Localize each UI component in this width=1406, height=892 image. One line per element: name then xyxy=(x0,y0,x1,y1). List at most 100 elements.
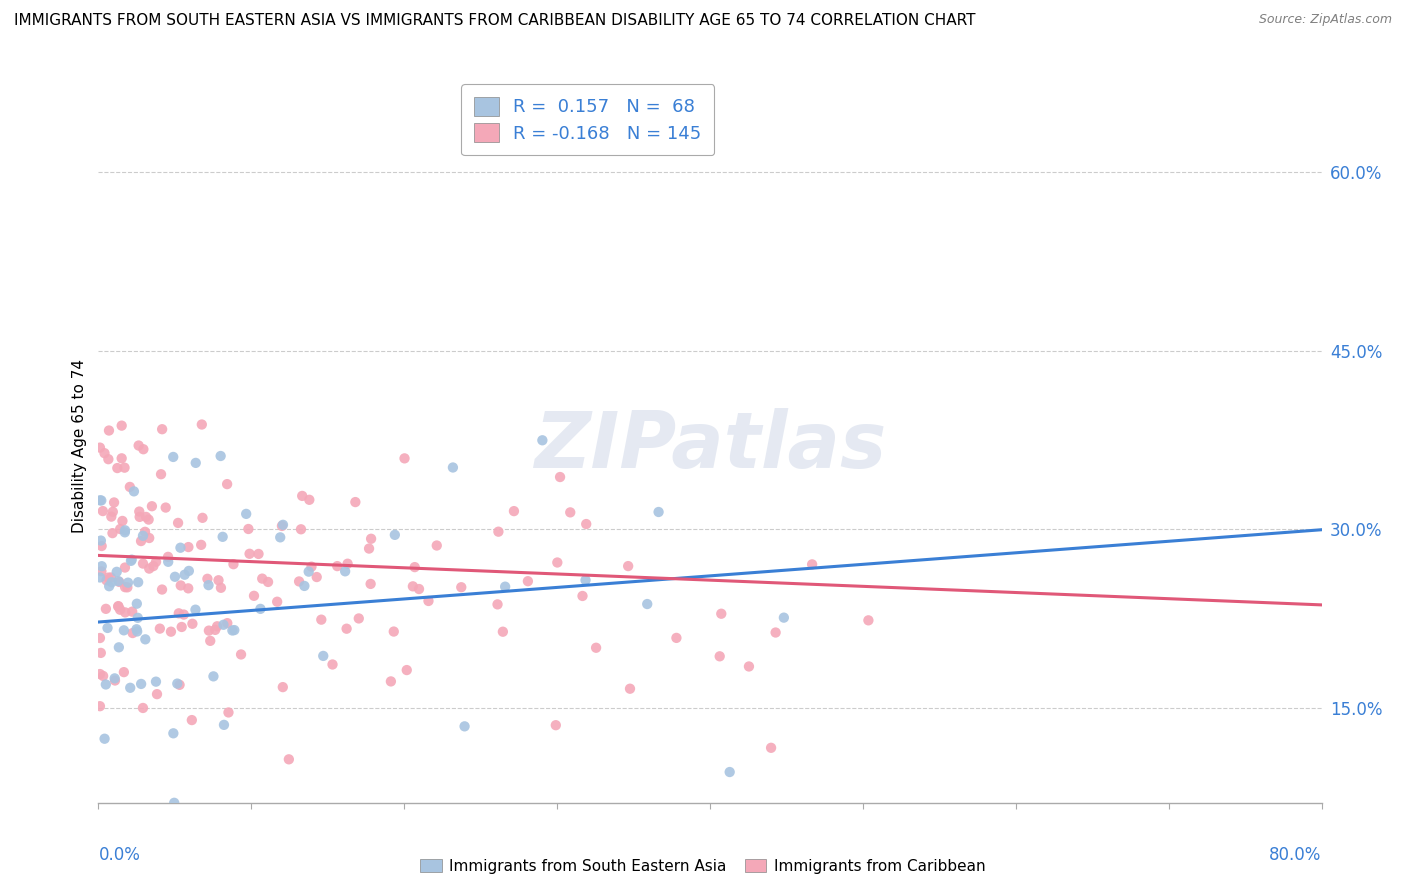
Legend: R =  0.157   N =  68, R = -0.168   N = 145: R = 0.157 N = 68, R = -0.168 N = 145 xyxy=(461,84,714,155)
Text: IMMIGRANTS FROM SOUTH EASTERN ASIA VS IMMIGRANTS FROM CARIBBEAN DISABILITY AGE 6: IMMIGRANTS FROM SOUTH EASTERN ASIA VS IM… xyxy=(14,13,976,29)
Point xyxy=(128,509,150,524)
Point xyxy=(146,687,169,701)
Point xyxy=(619,681,641,696)
Point xyxy=(238,522,260,536)
Point xyxy=(111,418,134,433)
Point xyxy=(209,581,232,595)
Point xyxy=(617,559,640,574)
Point xyxy=(544,718,567,732)
Point xyxy=(90,646,112,660)
Point xyxy=(107,599,129,614)
Point xyxy=(122,484,145,499)
Point xyxy=(765,625,787,640)
Point xyxy=(155,500,177,515)
Point xyxy=(418,594,440,608)
Point xyxy=(101,526,124,541)
Point xyxy=(290,522,312,536)
Point xyxy=(104,673,127,688)
Point xyxy=(114,580,136,594)
Point xyxy=(120,681,142,695)
Point xyxy=(560,505,582,519)
Point xyxy=(121,552,143,566)
Point xyxy=(89,699,111,714)
Point xyxy=(636,597,658,611)
Point xyxy=(112,665,135,680)
Point xyxy=(160,624,183,639)
Point xyxy=(127,611,149,625)
Point xyxy=(104,672,127,686)
Point xyxy=(311,613,333,627)
Point xyxy=(269,530,291,544)
Point xyxy=(190,538,212,552)
Point xyxy=(97,571,120,585)
Point xyxy=(90,539,112,553)
Point xyxy=(100,509,122,524)
Point xyxy=(738,659,761,673)
Point xyxy=(181,616,204,631)
Point xyxy=(111,451,134,466)
Point xyxy=(90,559,112,574)
Point xyxy=(169,541,191,555)
Point xyxy=(250,572,273,586)
Point xyxy=(321,657,343,672)
Point xyxy=(326,559,349,574)
Point xyxy=(90,565,112,579)
Point xyxy=(94,677,117,691)
Point xyxy=(380,674,402,689)
Point xyxy=(224,623,246,637)
Point xyxy=(426,539,449,553)
Point xyxy=(103,495,125,509)
Point xyxy=(205,619,228,633)
Point xyxy=(209,449,232,463)
Point xyxy=(585,640,607,655)
Point xyxy=(271,680,294,694)
Point xyxy=(184,602,207,616)
Point xyxy=(98,424,121,438)
Point xyxy=(305,570,328,584)
Point xyxy=(453,719,475,733)
Point xyxy=(239,547,262,561)
Point xyxy=(858,613,880,627)
Point xyxy=(98,579,121,593)
Point xyxy=(145,555,167,569)
Point xyxy=(132,701,155,715)
Point xyxy=(163,570,186,584)
Point xyxy=(486,598,509,612)
Point xyxy=(120,554,142,568)
Point xyxy=(575,516,598,531)
Point xyxy=(384,528,406,542)
Y-axis label: Disability Age 65 to 74: Disability Age 65 to 74 xyxy=(72,359,87,533)
Point xyxy=(91,669,114,683)
Point xyxy=(197,572,219,586)
Point xyxy=(202,669,225,683)
Point xyxy=(138,512,160,526)
Point xyxy=(89,493,111,508)
Point xyxy=(301,559,323,574)
Point xyxy=(277,752,299,766)
Point xyxy=(494,580,516,594)
Point xyxy=(298,565,321,579)
Point xyxy=(91,504,114,518)
Point xyxy=(709,649,731,664)
Point xyxy=(96,574,118,588)
Point xyxy=(169,678,191,692)
Point xyxy=(125,622,148,636)
Point xyxy=(402,579,425,593)
Point xyxy=(177,564,200,578)
Point xyxy=(298,492,321,507)
Point xyxy=(404,560,426,574)
Point xyxy=(292,579,315,593)
Point xyxy=(93,731,115,746)
Point xyxy=(134,632,156,647)
Point xyxy=(247,547,270,561)
Point xyxy=(243,589,266,603)
Point xyxy=(271,517,294,532)
Point xyxy=(229,648,252,662)
Point xyxy=(150,467,173,482)
Point xyxy=(759,740,782,755)
Point xyxy=(288,574,311,589)
Point xyxy=(90,533,112,548)
Point xyxy=(546,556,568,570)
Point xyxy=(184,456,207,470)
Point xyxy=(170,620,193,634)
